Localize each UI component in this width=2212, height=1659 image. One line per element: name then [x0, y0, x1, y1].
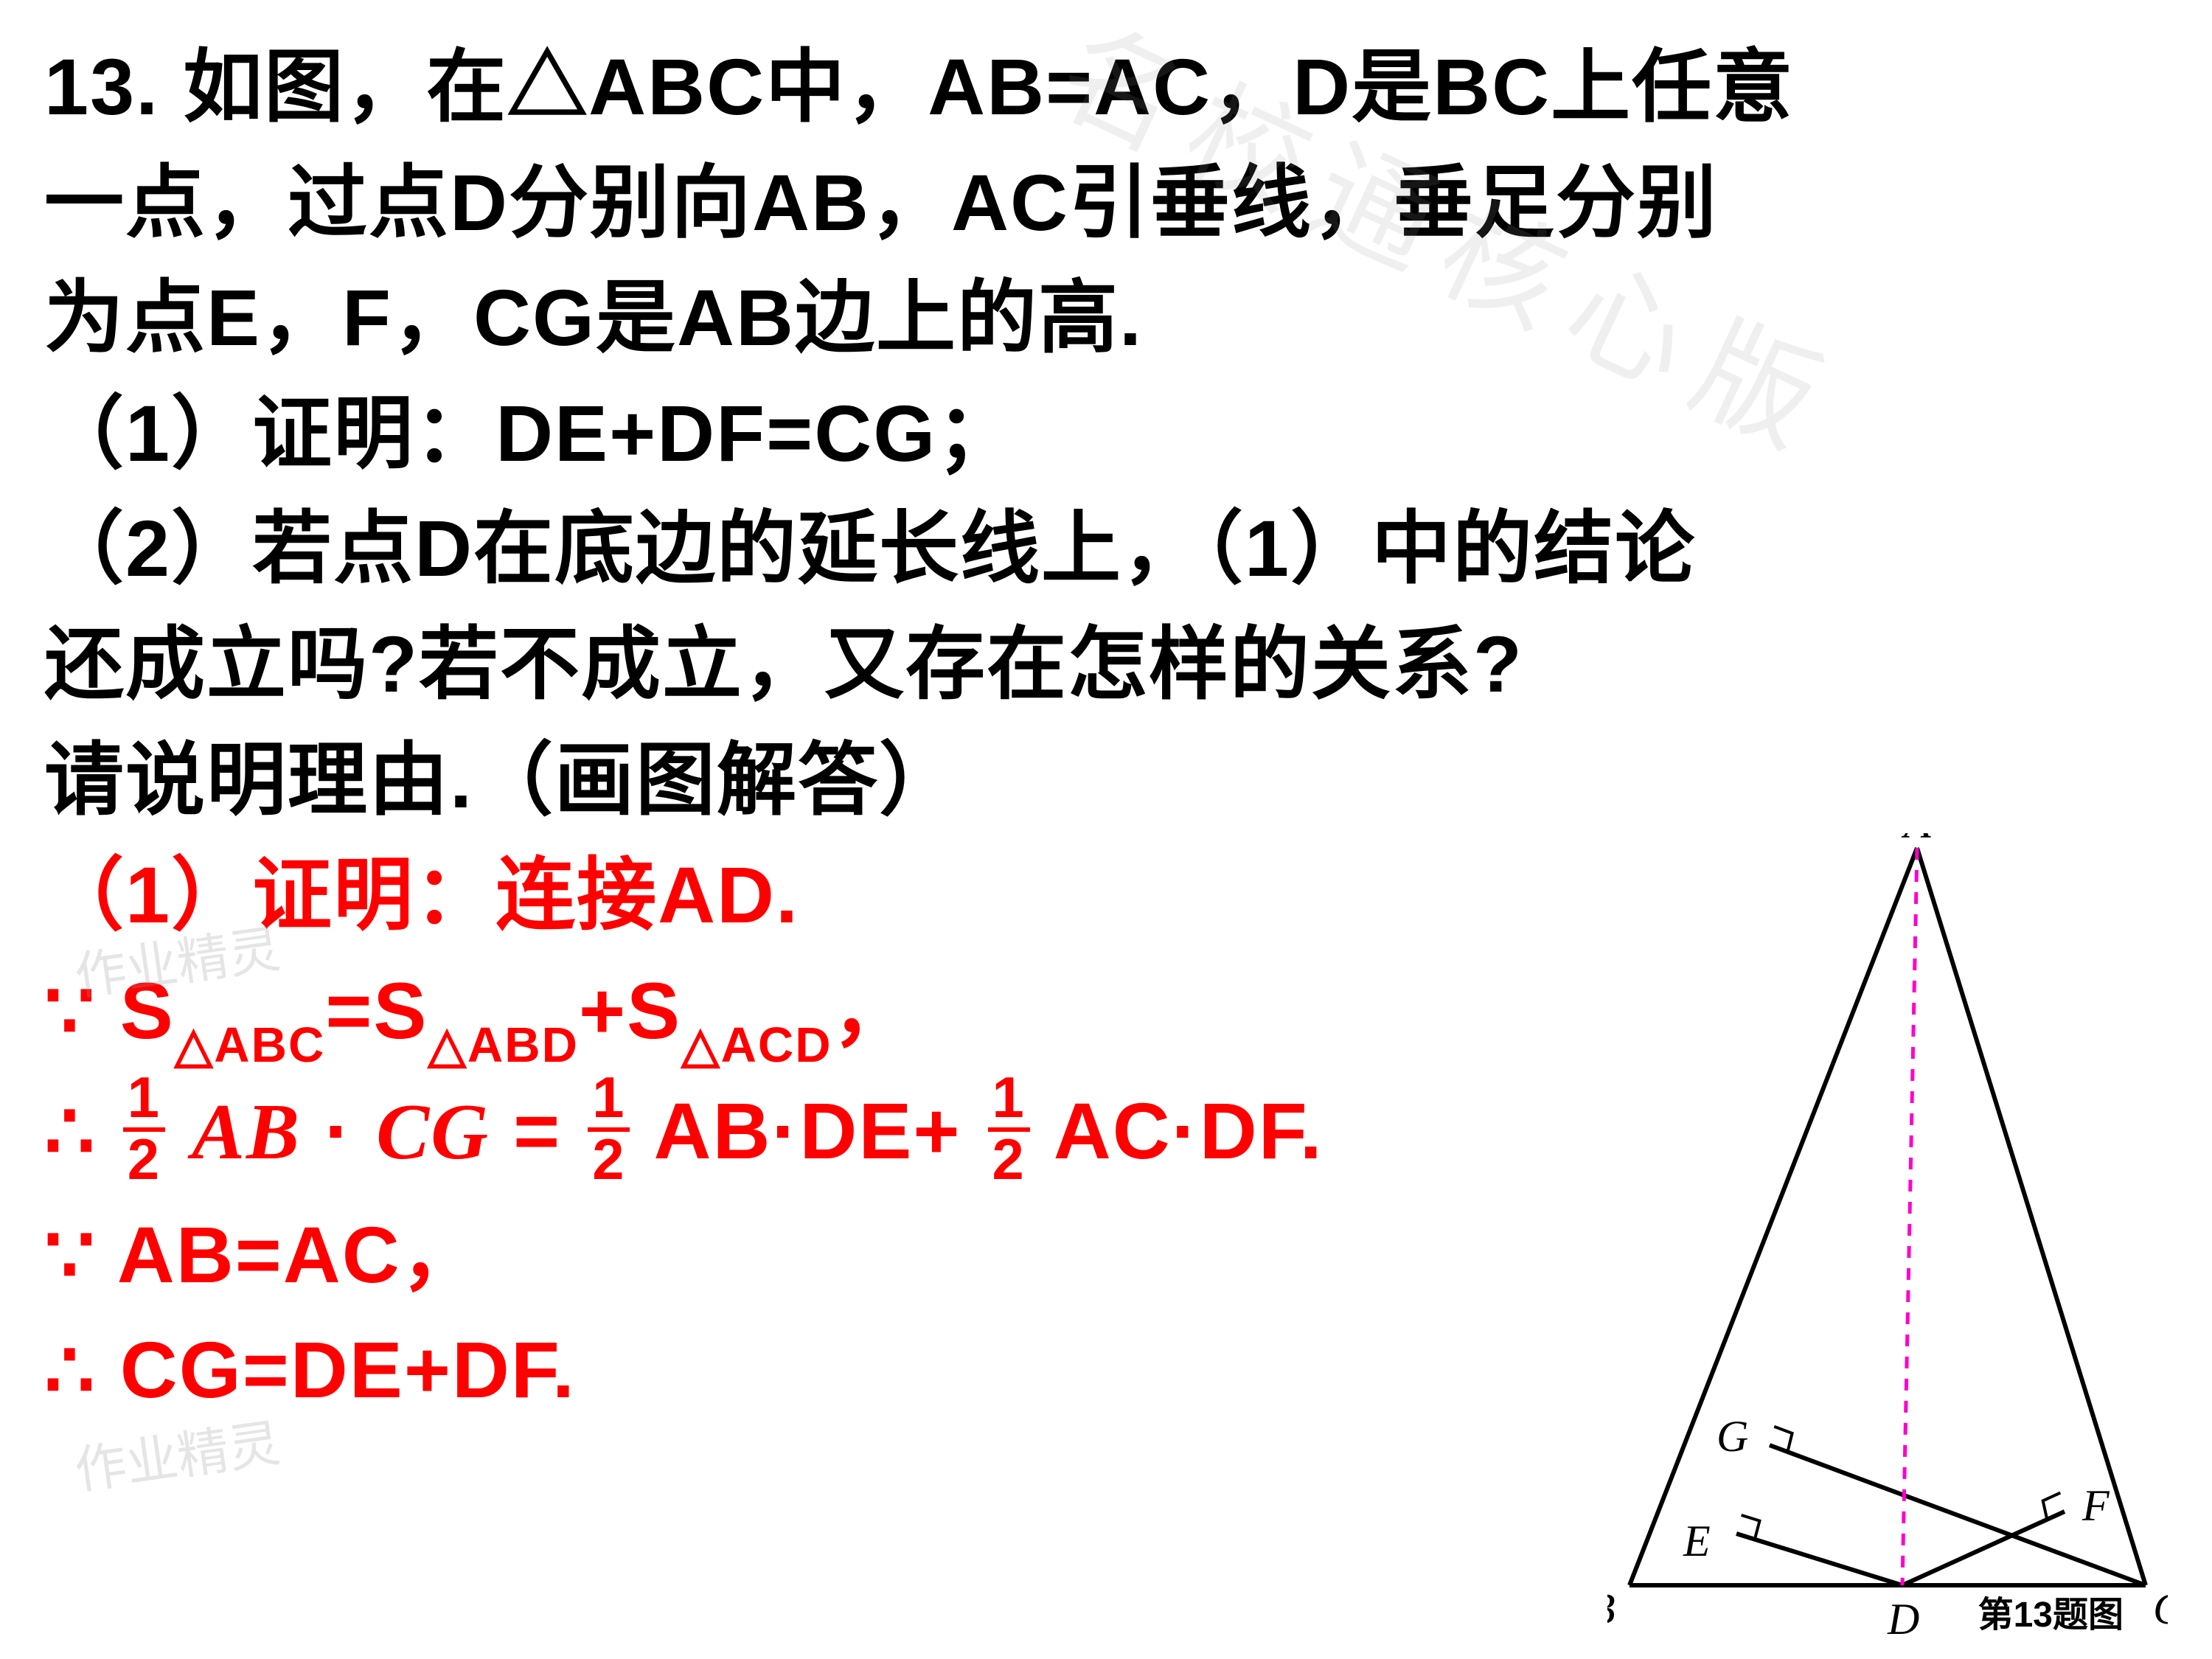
svg-text:C: C [2153, 1585, 2168, 1633]
fraction-3: 12 [988, 1070, 1030, 1189]
fraction-2: 12 [588, 1070, 630, 1189]
s2-pre: ∵ S [44, 966, 175, 1055]
problem-line-5: （2）若点D在底边的延长线上，（1）中的结论 [44, 491, 2168, 607]
frac-d: 2 [123, 1132, 165, 1189]
s2-mid2: +S [579, 966, 681, 1055]
problem-line-3: 为点E，F，CG是AB边上的高. [44, 260, 2168, 376]
s2-mid1: =S [325, 966, 428, 1055]
diagram-caption: 第13题图 [1978, 1585, 2124, 1637]
problem-line-7: 请说明理由.（画图解答） [44, 723, 2168, 838]
problem-line-6: 还成立吗?若不成立，又存在怎样的关系? [44, 607, 2168, 723]
s3-pre: ∴ [44, 1086, 97, 1175]
frac-n2: 1 [588, 1070, 630, 1132]
frac-d2: 2 [588, 1132, 630, 1189]
s3-dot1: · [324, 1086, 352, 1175]
geometry-diagram: A B C D E F G 第13题图 [1607, 833, 2168, 1644]
problem-line-1: 13. 如图，在△ABC中，AB=AC，D是BC上任意 [44, 29, 2168, 145]
svg-text:E: E [1683, 1517, 1711, 1565]
frac-n3: 1 [988, 1070, 1030, 1132]
fraction-1: 12 [123, 1070, 165, 1189]
frac-n: 1 [123, 1070, 165, 1132]
s3-eq: = [513, 1086, 585, 1175]
s3-ab: AB [192, 1088, 301, 1176]
problem-line-2: 一点，过点D分别向AB，AC引垂线，垂足分别 [44, 145, 2168, 261]
s3-mid2: AC·DF. [1054, 1086, 1324, 1175]
problem-line-4: （1）证明：DE+DF=CG； [44, 376, 2168, 492]
svg-text:A: A [1901, 833, 1931, 847]
frac-d3: 2 [988, 1132, 1030, 1189]
svg-text:B: B [1607, 1585, 1615, 1633]
s2-end: ， [832, 966, 914, 1055]
s2-sub3: △ACD [681, 1018, 832, 1073]
svg-text:D: D [1887, 1595, 1919, 1644]
s3-cg: CG [376, 1088, 490, 1176]
svg-text:F: F [2081, 1481, 2110, 1530]
s2-sub1: △ABC [175, 1018, 326, 1073]
s2-sub2: △ABD [428, 1018, 579, 1073]
svg-text:G: G [1717, 1412, 1748, 1461]
s3-mid1: AB·DE+ [653, 1086, 961, 1175]
